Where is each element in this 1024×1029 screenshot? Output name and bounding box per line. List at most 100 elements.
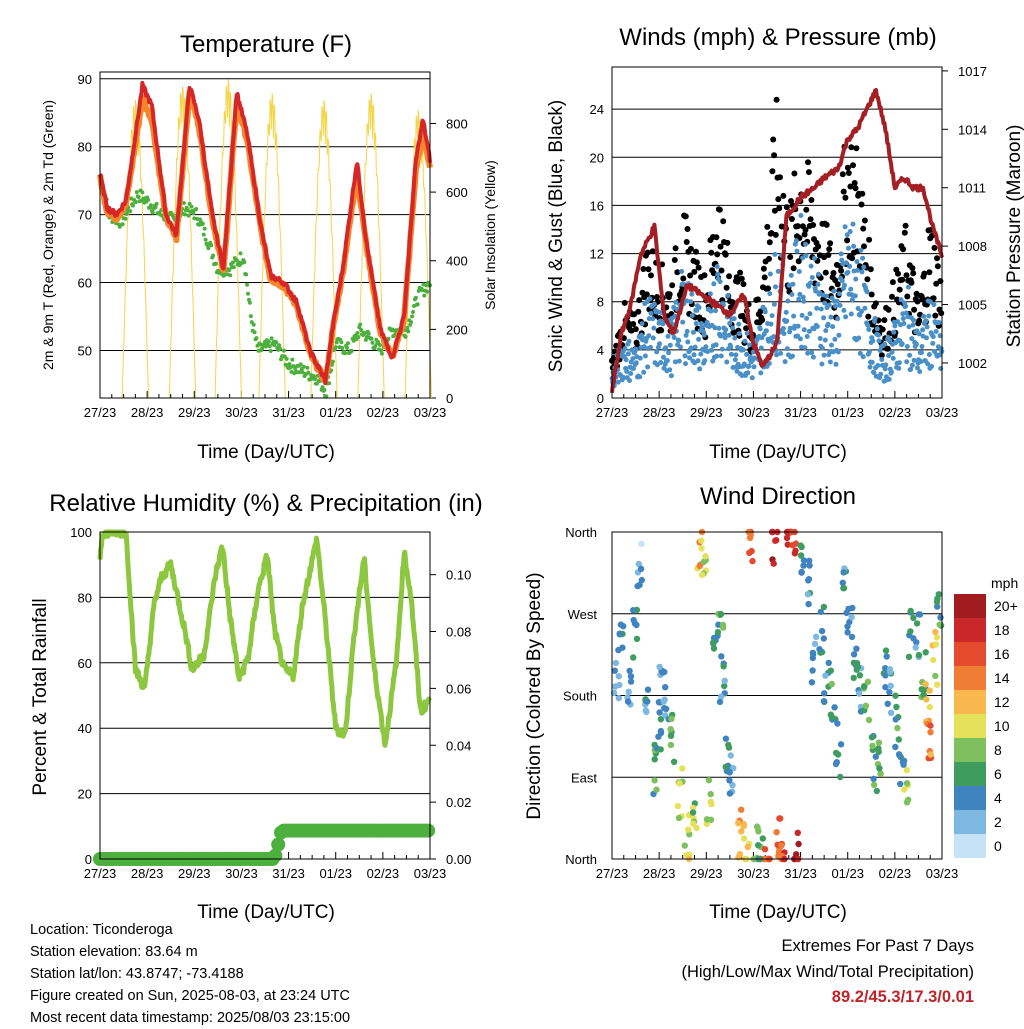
dewpoint-point	[266, 339, 271, 344]
wind-point	[797, 336, 803, 342]
wind-point	[801, 327, 807, 333]
x-tick-label: 27/23	[84, 405, 117, 420]
wind-point	[904, 344, 910, 349]
wind-point	[642, 353, 648, 359]
wind-point	[924, 324, 930, 330]
direction-point	[783, 534, 791, 542]
y-tick-label: 4	[597, 343, 604, 358]
direction-point	[821, 690, 828, 697]
direction-point	[882, 684, 889, 691]
wind-point	[882, 341, 888, 347]
x-tick-label: 31/23	[272, 866, 305, 881]
gust-point	[632, 326, 639, 333]
wind-point	[650, 316, 656, 322]
wind-point	[855, 267, 860, 273]
wind-point	[768, 321, 774, 327]
wind-point	[853, 276, 859, 282]
legend-label: 8	[994, 742, 1002, 758]
direction-point	[689, 809, 697, 816]
wind-point	[892, 323, 898, 329]
wind-point	[905, 284, 911, 290]
wind-point	[650, 335, 656, 341]
wind-point	[804, 334, 810, 339]
wind-point	[919, 344, 925, 349]
wind-point	[685, 339, 691, 345]
wind-point	[676, 358, 682, 364]
direction-point	[705, 777, 713, 784]
wind-point	[665, 333, 671, 339]
wind-point	[633, 346, 639, 352]
direction-point	[721, 677, 728, 684]
wind-point	[657, 341, 662, 347]
direction-point	[868, 734, 876, 741]
legend-label: 18	[994, 622, 1010, 638]
dewpoint-point	[277, 343, 282, 348]
wind-point	[683, 361, 688, 367]
wind-point	[803, 241, 808, 247]
wind-point	[689, 313, 695, 318]
wind-point	[695, 358, 701, 364]
direction-point	[630, 607, 637, 614]
direction-point	[773, 829, 780, 836]
dewpoint-point	[254, 336, 259, 341]
wind-point	[718, 333, 724, 339]
wind-point	[900, 316, 906, 322]
wind-point	[866, 349, 872, 355]
direction-point	[784, 541, 791, 548]
dewpoint-point	[403, 334, 408, 339]
x-tick-label: 27/23	[84, 866, 117, 881]
wind-point	[930, 340, 936, 346]
direction-point	[657, 716, 665, 723]
direction-point	[675, 814, 683, 822]
solar-insolation-curve	[357, 93, 385, 399]
gust-point	[934, 255, 940, 262]
direction-point	[681, 842, 688, 849]
wind-point	[693, 321, 699, 326]
wind-point	[916, 331, 922, 337]
direction-point	[832, 749, 840, 757]
gust-point	[864, 276, 871, 283]
wind-point	[889, 349, 895, 355]
wind-point	[786, 282, 792, 288]
direction-point	[676, 780, 683, 787]
gust-point	[757, 308, 764, 315]
direction-point	[913, 620, 921, 627]
dewpoint-point	[268, 349, 273, 353]
plot-frame	[99, 531, 431, 860]
wind-direction-ylabel: Direction (Colored By Speed)	[524, 572, 545, 819]
gust-point	[839, 171, 846, 178]
temperature-y2label: Solar Insolation (Yellow)	[482, 160, 498, 310]
wind-point	[823, 328, 829, 334]
legend-label: 16	[994, 646, 1010, 662]
legend-label: 10	[994, 718, 1010, 734]
wind-point	[845, 269, 851, 275]
direction-point	[932, 641, 940, 648]
gust-point	[701, 272, 708, 279]
direction-point	[833, 759, 840, 766]
gust-point	[865, 313, 872, 320]
winds-ylabel: Sonic Wind & Gust (Blue, Black)	[546, 100, 567, 372]
precip-point	[271, 837, 286, 852]
x-tick-label: 03/23	[414, 866, 447, 881]
direction-point	[870, 781, 878, 788]
dewpoint-point	[278, 346, 283, 351]
wind-point	[913, 341, 919, 347]
wind-point	[805, 350, 811, 356]
gust-point	[805, 159, 811, 166]
gust-point	[899, 276, 906, 283]
direction-point	[850, 651, 858, 658]
gust-point	[684, 226, 691, 232]
dewpoint-point	[267, 344, 272, 349]
x-tick-label: 29/23	[690, 405, 723, 420]
dewpoint-point	[290, 357, 295, 362]
wind-point	[883, 362, 889, 368]
dewpoint-point	[150, 210, 155, 215]
wind-point	[822, 300, 828, 306]
wind-point	[791, 313, 797, 319]
direction-point	[698, 537, 705, 544]
wind-point	[630, 356, 636, 362]
station-latlon: Station lat/lon: 43.8747; -73.4188	[30, 966, 244, 982]
dewpoint-point	[252, 330, 257, 335]
plot-frame	[99, 71, 431, 399]
gust-point	[695, 264, 702, 271]
